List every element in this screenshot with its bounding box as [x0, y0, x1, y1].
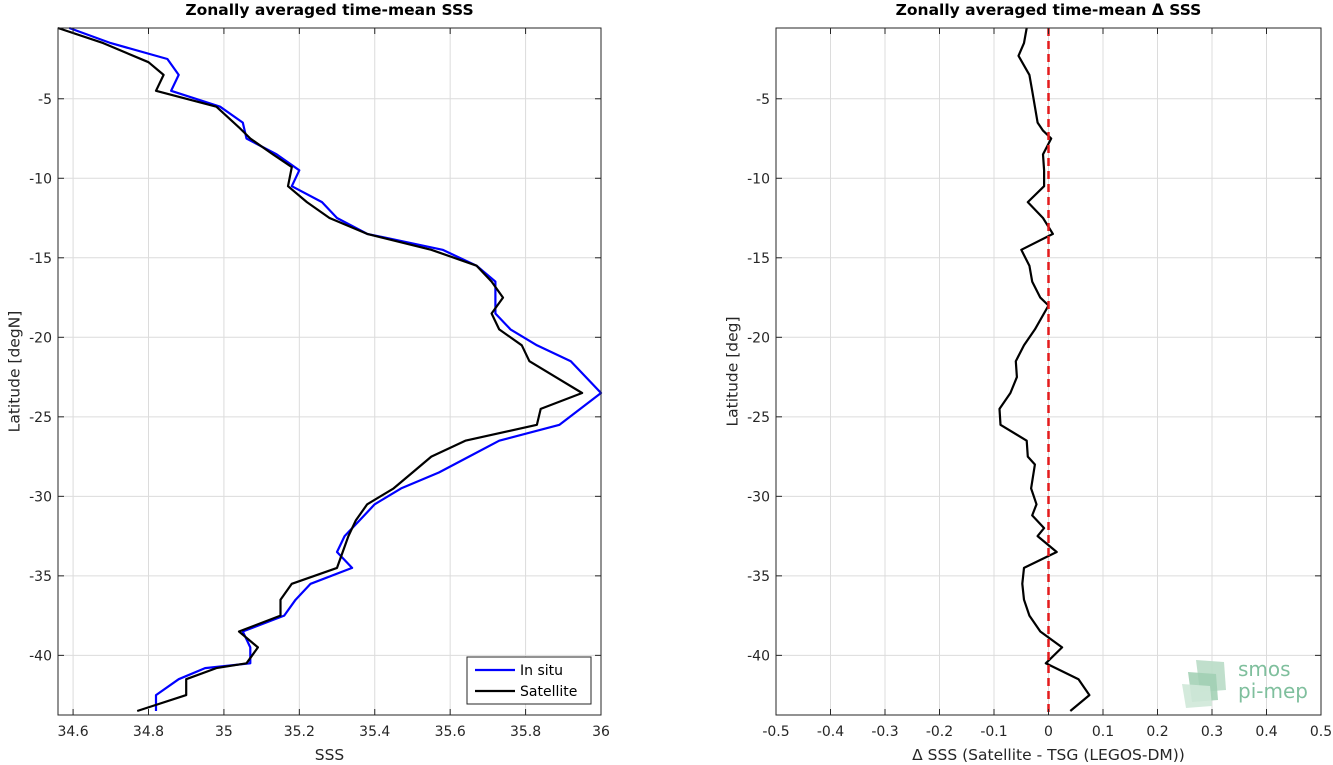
- legend-label-satellite: Satellite: [520, 684, 577, 700]
- sss-ytick-label-0: -5: [38, 92, 52, 108]
- sss-ytick-label-6: -35: [29, 569, 52, 585]
- sss-ytick-label-2: -15: [29, 251, 52, 267]
- sss-xtick-label-0: 34.6: [57, 724, 88, 740]
- delta-ytick-label-4: -25: [747, 410, 770, 426]
- sss-xtick-label-3: 35.2: [284, 724, 315, 740]
- sss-chart-title: Zonally averaged time-mean SSS: [185, 1, 473, 19]
- delta-ytick-label-3: -20: [747, 330, 770, 346]
- delta-x-axis-label: Δ SSS (Satellite - TSG (LEGOS-DM)): [912, 746, 1185, 764]
- delta-ytick-label-1: -10: [747, 171, 770, 187]
- legend-box: [466, 656, 592, 705]
- sss-ytick-label-1: -10: [29, 171, 52, 187]
- sss-xtick-label-2: 35: [215, 724, 233, 740]
- delta-xtick-label-3: -0.2: [926, 724, 953, 740]
- smos-pi-mep-logo: smos pi-mep: [1182, 657, 1308, 708]
- delta-xtick-label-9: 0.4: [1255, 724, 1277, 740]
- delta-xtick-label-4: -0.1: [980, 724, 1007, 740]
- sss-axes-frame: [57, 27, 602, 716]
- sss-xtick-label-5: 35.6: [435, 724, 466, 740]
- sss-xtick-label-4: 35.4: [359, 724, 390, 740]
- sss-grid: [58, 28, 602, 715]
- sss-profile-panel: 34.6 34.8 35 35.2 35.4 35.6 35.8 36 -5 -10 -15 -20 -…: [6, 1, 610, 764]
- delta-chart-title: Zonally averaged time-mean Δ SSS: [896, 1, 1202, 19]
- delta-xtick-label-5: 0: [1044, 724, 1053, 740]
- delta-xtick-label-2: -0.3: [871, 724, 898, 740]
- delta-ticks: -0.5 -0.4 -0.3 -0.2 -0.1 0 0.1 0.2 0.3 0.4 0.5 -5 -1…: [747, 28, 1332, 740]
- delta-xtick-label-1: -0.4: [817, 724, 844, 740]
- sss-series-line-in-situ: [68, 26, 603, 711]
- sss-legend: In situ Satellite: [466, 656, 592, 705]
- delta-ytick-label-7: -40: [747, 648, 770, 664]
- logo-text-pi-mep: pi-mep: [1238, 679, 1308, 703]
- delta-xtick-label-6: 0.1: [1092, 724, 1114, 740]
- delta-ytick-label-0: -5: [756, 92, 770, 108]
- sss-ticks: 34.6 34.8 35 35.2 35.4 35.6 35.8 36 -5 -10 -15 -20 -…: [29, 28, 610, 740]
- sss-y-axis-label: Latitude [degN]: [6, 311, 24, 433]
- legend-label-in-situ: In situ: [520, 663, 563, 679]
- delta-series-line-0: [998, 27, 1091, 712]
- sss-xtick-label-6: 35.8: [510, 724, 541, 740]
- logo-emblem: [1182, 660, 1226, 708]
- sss-ytick-label-3: -20: [29, 330, 52, 346]
- sss-xtick-label-7: 36: [592, 724, 610, 740]
- delta-xtick-label-10: 0.5: [1310, 724, 1332, 740]
- sss-ytick-label-5: -30: [29, 489, 52, 505]
- sss-ytick-label-4: -25: [29, 410, 52, 426]
- delta-xtick-label-0: -0.5: [762, 724, 789, 740]
- sss-ytick-label-7: -40: [29, 648, 52, 664]
- delta-ytick-label-6: -35: [747, 569, 770, 585]
- delta-y-axis-label: Latitude [deg]: [724, 316, 742, 426]
- delta-ytick-label-2: -15: [747, 251, 770, 267]
- sss-series-line-satellite: [57, 26, 584, 713]
- delta-xtick-label-7: 0.2: [1146, 724, 1168, 740]
- delta-ytick-label-5: -30: [747, 489, 770, 505]
- delta-xtick-label-8: 0.3: [1201, 724, 1223, 740]
- sss-series: [57, 26, 603, 713]
- sss-xtick-label-1: 34.8: [133, 724, 164, 740]
- delta-sss-profile-panel: -0.5 -0.4 -0.3 -0.2 -0.1 0 0.1 0.2 0.3 0.4 0.5 -5 -1…: [724, 1, 1333, 764]
- delta-series: [998, 27, 1091, 715]
- sss-x-axis-label: SSS: [315, 746, 345, 764]
- logo-text-smos: smos: [1238, 657, 1291, 681]
